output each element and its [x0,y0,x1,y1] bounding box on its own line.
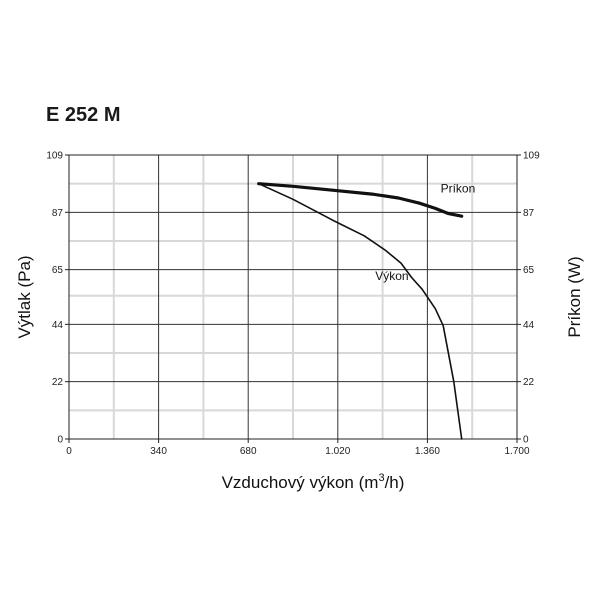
x-tick-label: 680 [240,446,257,457]
series-line-prkon [257,182,464,218]
x-tick-label: 1.360 [415,446,440,457]
y-axis-label-left: Výtlak (Pa) [15,255,34,338]
y-tick-label-right: 109 [523,151,540,162]
series-layer [257,182,464,440]
series-label: Príkon [441,181,476,195]
y-tick-label-left: 87 [52,208,64,219]
x-axis-label-main: Vzduchový výkon (m [222,473,379,492]
x-tick-label: 1.020 [325,446,350,457]
x-axis-label: Vzduchový výkon (m3/h) [222,472,405,492]
x-axis-label-tail: /h) [385,473,405,492]
y-axis-label-right: Príkon (W) [565,256,584,337]
series-label: Výkon [375,269,408,283]
x-tick-label: 0 [66,446,72,457]
y-tick-label-left: 65 [52,265,64,276]
y-tick-label-left: 0 [57,435,63,446]
label-layer: Príkon Výkon [375,181,475,283]
x-tick-label: 1.700 [504,446,529,457]
x-tick-label: 340 [150,446,167,457]
series-line-vkon [257,182,463,440]
y-tick-label-left: 22 [52,377,64,388]
y-tick-label-right: 65 [523,265,535,276]
chart-title: E 252 M [46,104,121,126]
y-tick-label-right: 44 [523,320,535,331]
y-tick-label-left: 44 [52,320,64,331]
y-tick-label-right: 22 [523,377,535,388]
grid-layer [68,154,518,440]
x-axis-label-superscript: 3 [378,472,384,484]
y-tick-label-right: 87 [523,208,535,219]
y-tick-label-left: 109 [46,151,63,162]
plot-frame [68,154,518,440]
y-tick-label-right: 0 [523,435,529,446]
